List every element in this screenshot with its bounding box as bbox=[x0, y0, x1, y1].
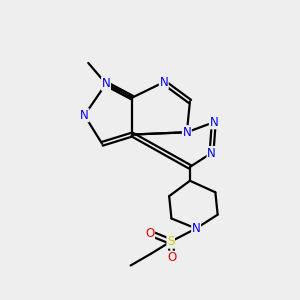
Text: N: N bbox=[102, 77, 110, 90]
Text: S: S bbox=[167, 235, 174, 248]
Text: N: N bbox=[182, 126, 191, 139]
Text: N: N bbox=[159, 76, 168, 89]
Text: O: O bbox=[168, 251, 177, 264]
Text: N: N bbox=[209, 116, 218, 129]
Text: N: N bbox=[207, 146, 216, 160]
Text: N: N bbox=[80, 109, 89, 122]
Text: N: N bbox=[192, 222, 200, 235]
Text: O: O bbox=[145, 226, 154, 240]
